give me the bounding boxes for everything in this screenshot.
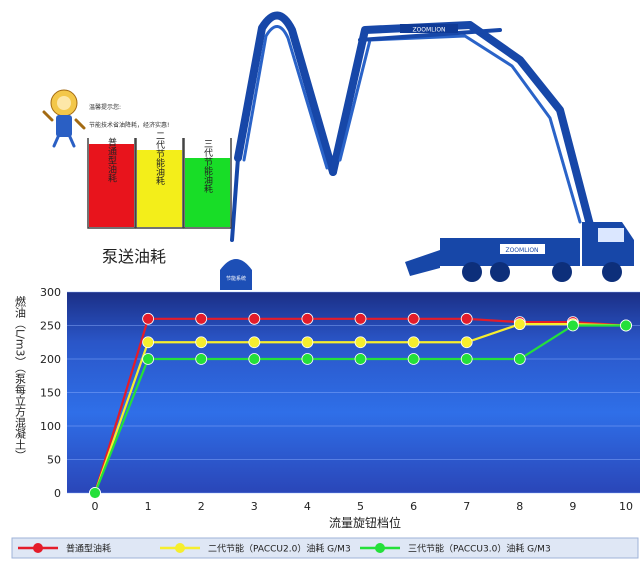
series-1-point-1 xyxy=(142,312,155,325)
series-2-point-2 xyxy=(195,336,208,349)
tank-ordinary: 普通型油耗 xyxy=(87,136,136,229)
x-tick-label-2: 2 xyxy=(198,500,205,513)
y-tick-label-100: 100 xyxy=(40,420,61,433)
series-3-point-0 xyxy=(89,487,101,499)
series-3-point-1 xyxy=(142,353,155,365)
legend-box xyxy=(11,537,639,559)
series-1-point-2 xyxy=(195,312,208,325)
y-tick-label-300: 300 xyxy=(40,286,61,299)
x-tick-label-9: 9 xyxy=(569,500,576,513)
energy-dome-text: 节能系统 xyxy=(226,275,246,282)
tank-label-gen3: 三代节能油耗 xyxy=(202,139,213,194)
y-tick-label-50: 50 xyxy=(47,454,61,467)
mascot-figure xyxy=(42,89,86,148)
series-2-point-8 xyxy=(513,318,526,331)
truck-body: ZOOMLION xyxy=(405,222,634,282)
x-ticks: 0 1 2 3 4 5 6 7 8 9 10 xyxy=(92,500,634,513)
series-3-point-8 xyxy=(513,353,526,365)
y-ticks: 0 50 100 150 200 250 300 xyxy=(40,286,61,500)
series-2-point-7 xyxy=(460,336,473,349)
x-tick-label-0: 0 xyxy=(92,500,99,513)
boom-arm xyxy=(230,11,594,242)
tank-label-gen2: 二代节能油耗 xyxy=(154,131,165,186)
series-1-point-3 xyxy=(248,312,261,325)
legend-label-3: 三代节能（PACCU3.0）油耗 G/M3 xyxy=(408,543,551,555)
legend-label-1: 普通型油耗 xyxy=(66,543,111,555)
series-3-point-9 xyxy=(567,319,579,332)
legend-swatch-dot-2 xyxy=(175,543,185,553)
tank-fill-gen3 xyxy=(185,158,230,227)
x-tick-label-10: 10 xyxy=(619,500,633,513)
tank-gen2: 二代节能油耗 xyxy=(135,131,184,229)
tanks-caption: 泵送油耗 xyxy=(102,247,166,266)
series-2-point-1 xyxy=(142,336,155,349)
legend-label-2: 二代节能（PACCU2.0）油耗 G/M3 xyxy=(208,543,351,555)
x-tick-label-5: 5 xyxy=(357,500,364,513)
pump-truck-illustration: ZOOMLION ZOOMLION 节能系统 xyxy=(220,11,634,290)
y-tick-label-250: 250 xyxy=(40,320,61,333)
legend: 普通型油耗 二代节能（PACCU2.0）油耗 G/M3 三代节能（PACCU3.0）… xyxy=(11,537,639,559)
series-layer xyxy=(89,312,632,499)
chart: 0 50 100 150 200 250 300 0 1 2 3 4 5 6 7 8 9 10 流量旋钮档位 燃… xyxy=(14,286,640,530)
series-3-point-6 xyxy=(407,353,420,365)
series-2-point-3 xyxy=(248,336,261,349)
y-tick-label-200: 200 xyxy=(40,353,61,366)
x-tick-label-8: 8 xyxy=(516,500,523,513)
series-2-point-4 xyxy=(301,336,314,349)
series-3-point-2 xyxy=(195,353,208,365)
x-tick-label-7: 7 xyxy=(463,500,470,513)
series-2-point-6 xyxy=(407,336,420,349)
y-tick-label-0: 0 xyxy=(54,487,61,500)
y-tick-label-150: 150 xyxy=(40,387,61,400)
tank-fill-ordinary xyxy=(89,144,134,227)
series-3-point-7 xyxy=(460,353,473,365)
tank-gen3: 三代节能油耗 xyxy=(183,138,232,229)
energy-dome xyxy=(220,259,252,290)
series-3-point-4 xyxy=(301,353,314,365)
series-1-point-7 xyxy=(460,312,473,325)
series-3-point-3 xyxy=(248,353,261,365)
truck-brand-text: ZOOMLION xyxy=(505,247,538,254)
legend-items: 普通型油耗 二代节能（PACCU2.0）油耗 G/M3 三代节能（PACCU3.0）… xyxy=(18,543,551,555)
tank-fill-gen2 xyxy=(137,150,182,227)
x-tick-label-4: 4 xyxy=(304,500,311,513)
tank-label-ordinary: 普通型油耗 xyxy=(106,136,117,183)
series-3-point-10 xyxy=(620,319,632,332)
boom-brand-plate xyxy=(400,24,458,33)
y-axis-label: 燃油（L/m3）（泵每立方混凝土） xyxy=(14,295,27,461)
legend-swatch-dot-3 xyxy=(375,543,385,553)
series-1-point-5 xyxy=(354,312,367,325)
series-2-point-5 xyxy=(354,336,367,349)
tank-group: 普通型油耗 二代节能油耗 三代节能油耗 xyxy=(87,131,232,229)
boom-brand-text: ZOOMLION xyxy=(412,27,445,34)
mascot-tip-line-1: 温馨提示您: xyxy=(89,103,121,111)
x-tick-label-3: 3 xyxy=(251,500,258,513)
series-3-point-5 xyxy=(354,353,367,365)
x-axis-label: 流量旋钮档位 xyxy=(329,515,401,530)
series-1-point-4 xyxy=(301,312,314,325)
x-tick-label-1: 1 xyxy=(145,500,152,513)
series-1-point-6 xyxy=(407,312,420,325)
legend-swatch-dot-1 xyxy=(33,543,43,553)
mascot-tip-line-2: 节能技术省油降耗，经济实惠! xyxy=(89,121,169,129)
x-tick-label-6: 6 xyxy=(410,500,417,513)
